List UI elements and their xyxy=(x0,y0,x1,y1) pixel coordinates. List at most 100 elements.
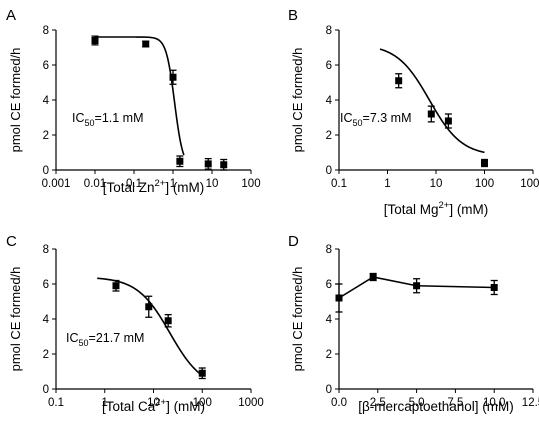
panel-c-x-label-sup: 2+ xyxy=(155,397,166,408)
panel-d-x-tick-label: 10.0 xyxy=(483,397,505,409)
panel-b-x-label-main: [Total Mg xyxy=(384,202,439,217)
panel-b-x-label-sup: 2+ xyxy=(438,200,449,211)
panel-b-fit-curve xyxy=(379,48,485,154)
panel-a-y-tick-label: 2 xyxy=(43,130,49,142)
panel-d-y-tick-label: 0 xyxy=(326,384,332,396)
panel-c-data-point xyxy=(198,369,206,377)
panel-a-ic50-sub: 50 xyxy=(85,118,95,128)
panel-a-x-tick-label: 10 xyxy=(206,178,219,190)
panel-b-ic50-annotation: IC50=7.3 mM xyxy=(340,111,412,128)
panel-d: D 0 2 4 6 8 0.0 2.5 5.0 7.5 10.0 12.5 pmol CE formed… xyxy=(288,233,539,414)
panel-c-data-point xyxy=(112,282,120,290)
panel-a-data-point xyxy=(169,73,177,81)
panel-c-y-tick-label: 4 xyxy=(43,314,50,326)
panel-b-x-label-tail: ] (mM) xyxy=(449,202,488,217)
panel-d-x-tick-label: 0.0 xyxy=(331,397,347,409)
panel-d-x-tick-label: 5.0 xyxy=(409,397,425,409)
panel-b-y-tick-label: 2 xyxy=(326,130,332,142)
panel-a-x-tick-label: 0.001 xyxy=(42,178,71,190)
panel-a-x-tick-label: 0.1 xyxy=(126,178,142,190)
panel-b-data-point xyxy=(444,117,452,125)
panel-c-x-label-tail: ] (mM) xyxy=(166,399,205,414)
panel-c-x-tick-label: 1000 xyxy=(238,397,264,409)
panel-a-x-tick-label: 1 xyxy=(170,178,176,190)
panel-d-y-tick-label: 8 xyxy=(326,244,332,256)
panel-b-x-label: [Total Mg2+] (mM) xyxy=(384,200,489,217)
panel-a-y-tick-label: 6 xyxy=(43,60,49,72)
panel-b-x-tick-label: 1 xyxy=(384,178,390,190)
panel-b-y-tick-label: 8 xyxy=(326,25,332,37)
panel-d-y-tick-label: 6 xyxy=(326,279,332,291)
panel-d-y-tick-label: 4 xyxy=(326,314,333,326)
panel-c-y-tick-label: 2 xyxy=(43,349,49,361)
panel-d-data-point xyxy=(369,273,377,281)
panel-d-data-point xyxy=(413,282,421,290)
panel-d-data-point xyxy=(335,294,343,302)
panel-d-letter: D xyxy=(288,233,299,250)
panel-a-x-tick-label: 100 xyxy=(241,178,260,190)
panel-b-y-tick-label: 0 xyxy=(326,165,332,177)
panel-a-data-point xyxy=(142,40,150,48)
panel-d-x-label: [β-mercaptoethanol] (mM) xyxy=(358,399,514,414)
panel-b-ic50-sub: 50 xyxy=(353,118,363,128)
panel-c-y-tick-label: 8 xyxy=(43,244,49,256)
panel-a-y-tick-label: 4 xyxy=(43,95,50,107)
panel-c-x-tick-label: 100 xyxy=(193,397,212,409)
panel-b-y-tick-label: 4 xyxy=(326,95,333,107)
panel-b-data-point xyxy=(481,159,488,167)
panel-c: C 0 2 4 6 8 0.1 1 10 100 1000 pmol CE formed/h [Tota… xyxy=(6,233,264,414)
panel-d-x-tick-label: 2.5 xyxy=(370,397,386,409)
panel-c-x-tick-label: 1 xyxy=(102,397,108,409)
panel-a-x-label-main: [Total Zn xyxy=(103,180,155,195)
panel-c-x-tick-label: 0.1 xyxy=(48,397,64,409)
panel-b-y-label: pmol CE formed/h xyxy=(290,48,305,153)
panel-d-x-label-main: [β-mercaptoethanol] (mM) xyxy=(358,399,514,414)
panel-a-y-label: pmol CE formed/h xyxy=(8,48,23,153)
panel-a-y-tick-label: 8 xyxy=(43,25,49,37)
panel-c-letter: C xyxy=(6,233,17,250)
panel-a-data-point xyxy=(176,157,184,165)
panel-d-y-label: pmol CE formed/h xyxy=(290,267,305,372)
panel-c-y-tick-label: 0 xyxy=(43,384,49,396)
panel-d-data-point xyxy=(490,284,498,291)
panel-b-data-point xyxy=(427,110,435,118)
panel-b-letter: B xyxy=(288,7,298,24)
panel-a-data-point xyxy=(220,161,228,169)
panel-b-ic50-ic: IC xyxy=(340,111,353,125)
panel-d-x-tick-label: 7.5 xyxy=(447,397,463,409)
panel-a-y-tick-label: 0 xyxy=(43,165,49,177)
panel-a-data-point xyxy=(91,37,99,44)
panel-a-data-point xyxy=(204,160,212,168)
panel-b-y-tick-label: 6 xyxy=(326,60,332,72)
panel-c-ic50-sub: 50 xyxy=(79,338,89,348)
panel-b-data-point xyxy=(395,77,403,85)
panel-d-y-tick-label: 2 xyxy=(326,349,332,361)
panel-c-ic50-ic: IC xyxy=(66,331,79,345)
panel-c-y-tick-label: 6 xyxy=(43,279,49,291)
panel-b-x-tick-label: 10 xyxy=(430,178,443,190)
panel-c-ic50-value: =21.7 mM xyxy=(89,331,145,345)
panel-d-data-line xyxy=(338,276,495,299)
panel-a-ic50-annotation: IC50=1.1 mM xyxy=(72,111,144,128)
panel-b-x-tick-label: 1000 xyxy=(520,178,539,190)
panel-a-x-tick-label: 0.01 xyxy=(84,178,106,190)
panel-a-x-label-sup: 2+ xyxy=(154,178,165,189)
panel-a-fit-curve xyxy=(95,36,185,156)
panel-b-x-tick-label: 0.1 xyxy=(331,178,347,190)
panel-a: A 0 2 4 6 8 0.001 0.01 0.1 1 10 100 pmol CE formed/h… xyxy=(6,7,261,195)
panel-a-ic50-ic: IC xyxy=(72,111,85,125)
panel-a-ic50-value: =1.1 mM xyxy=(95,111,144,125)
panel-c-data-point xyxy=(164,317,172,325)
panel-a-x-label-tail: ] (mM) xyxy=(165,180,204,195)
panel-c-x-tick-label: 10 xyxy=(147,397,160,409)
panel-b: B 0 2 4 6 8 0.1 1 10 100 1000 pmol CE formed/h [Tota… xyxy=(288,7,539,217)
panel-a-letter: A xyxy=(6,7,16,24)
panel-c-fit-curve xyxy=(97,277,203,377)
panel-c-x-label: [Total Ca2+] (mM) xyxy=(102,397,205,414)
panel-c-x-label-main: [Total Ca xyxy=(102,399,156,414)
panel-d-x-tick-label: 12.5 xyxy=(522,397,539,409)
panel-a-x-label: [Total Zn2+] (mM) xyxy=(103,178,205,195)
panel-b-x-tick-label: 100 xyxy=(475,178,494,190)
panel-c-ic50-annotation: IC50=21.7 mM xyxy=(66,331,144,348)
